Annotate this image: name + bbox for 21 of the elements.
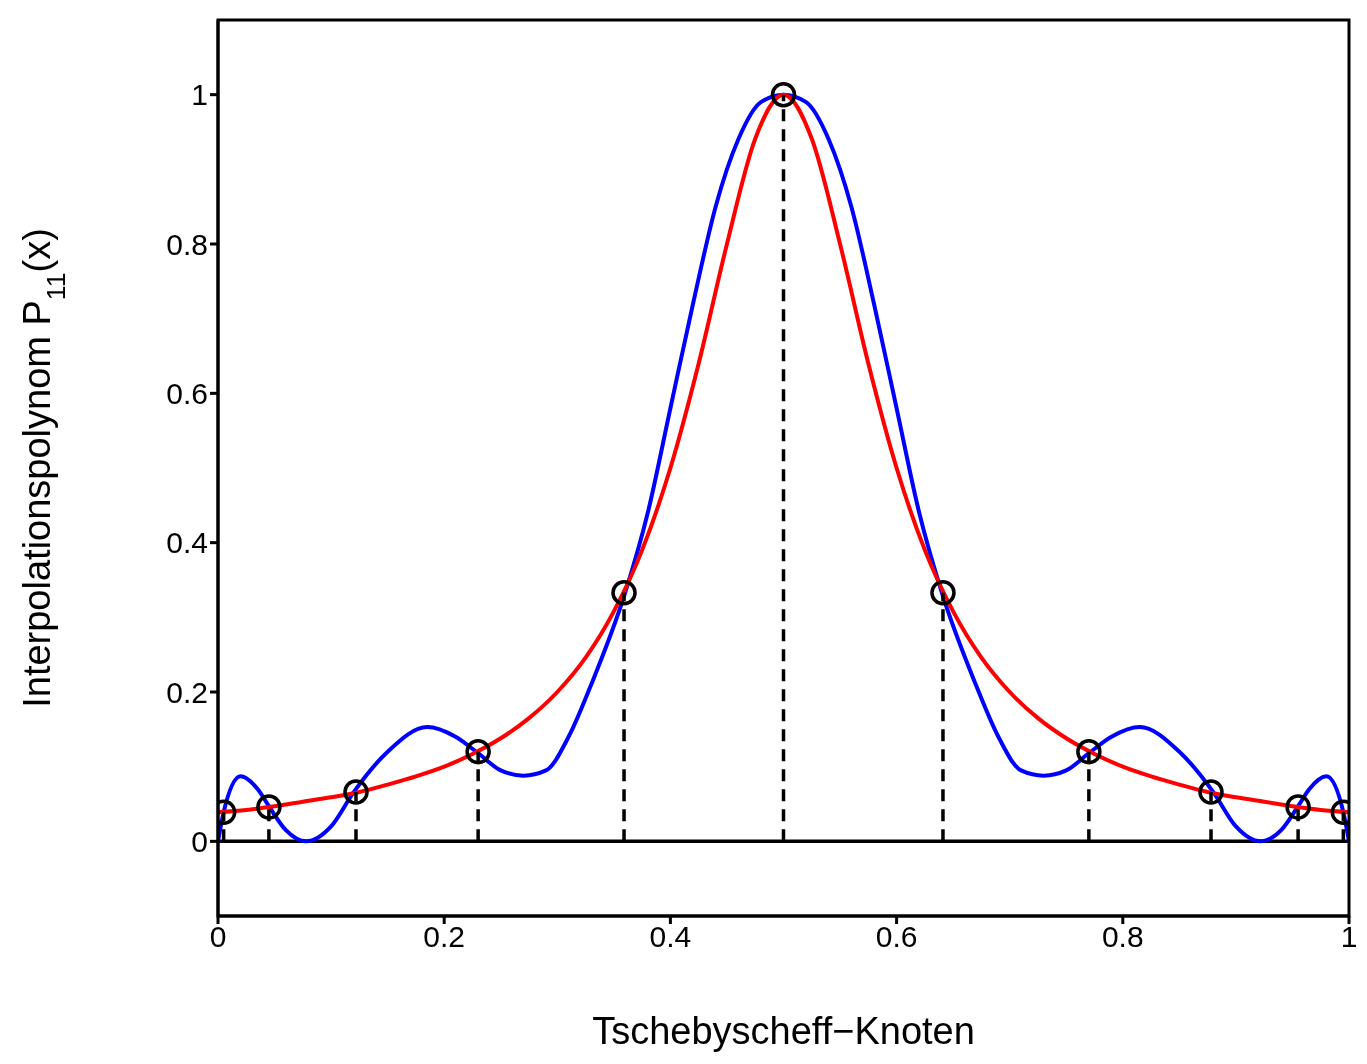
point: [465, 738, 491, 765]
x-tick-label: 0.2: [423, 920, 466, 954]
point: [256, 794, 282, 820]
point: [611, 579, 637, 606]
y-tick-label: 0: [191, 824, 208, 858]
y-tick-label: 1: [191, 78, 208, 112]
y-tick-label: 0.2: [166, 675, 208, 709]
point: [343, 779, 369, 805]
point: [930, 579, 956, 606]
y-tick-label: 0.8: [166, 227, 208, 261]
point: [1285, 794, 1311, 820]
y-tick-label: 0.4: [166, 526, 208, 560]
point: [770, 81, 797, 108]
x-tick-label: 1: [1340, 920, 1358, 954]
x-tick-label: 0.4: [649, 920, 692, 954]
x-tick-label: 0.8: [1101, 920, 1144, 954]
y-tick-label: 0.6: [166, 376, 208, 410]
x-tick-label: 0.6: [875, 920, 918, 954]
point: [1198, 779, 1224, 805]
x-axis-title: Tschebyscheff−Knoten: [592, 1010, 975, 1052]
point: [1076, 738, 1102, 765]
